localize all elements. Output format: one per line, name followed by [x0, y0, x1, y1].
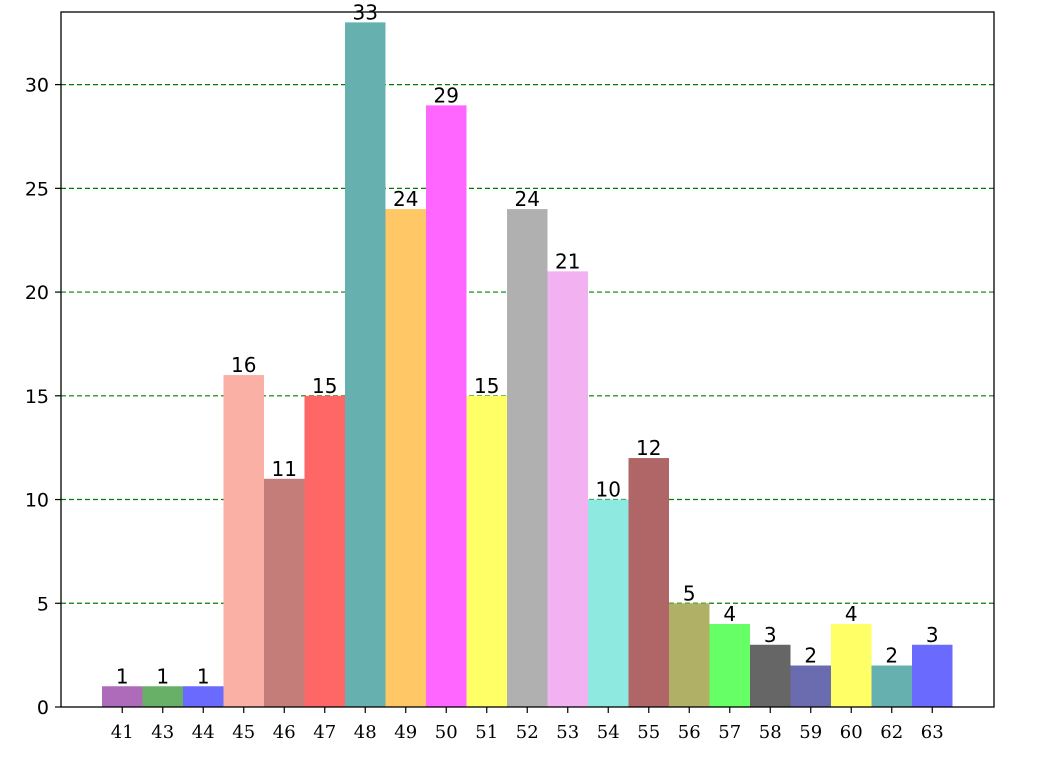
y-tick-label: 15: [25, 386, 49, 408]
y-tick-label: 0: [37, 697, 49, 719]
x-tick-label: 46: [273, 722, 296, 743]
bar: [183, 686, 224, 707]
x-tick-label: 41: [111, 722, 134, 743]
x-tick-label: 57: [718, 722, 741, 743]
y-tick-label: 10: [25, 490, 49, 512]
x-axis: 41 43 44 45 46 47 48 49 50 51 52 53 54 55 56 57 58 59 60 62…: [111, 707, 944, 743]
x-tick-label: 58: [759, 722, 782, 743]
y-tick-label: 30: [25, 75, 49, 97]
bar-value-label: 11: [272, 457, 297, 481]
bar: [223, 375, 264, 707]
bar-value-label: 4: [845, 602, 858, 626]
bar-value-label: 24: [515, 187, 540, 211]
x-tick-label: 43: [151, 722, 174, 743]
x-tick-label: 49: [394, 722, 417, 743]
bars: [102, 22, 953, 708]
x-tick-label: 50: [435, 722, 458, 743]
x-tick-label: 59: [799, 722, 822, 743]
bar: [507, 209, 548, 708]
x-tick-label: 55: [637, 722, 660, 743]
y-tick-label: 25: [25, 178, 49, 200]
x-tick-label: 63: [921, 722, 944, 743]
bar-value-label: 15: [312, 374, 337, 398]
x-tick-label: 44: [192, 722, 215, 743]
bar-value-label: 2: [885, 644, 898, 668]
bar-value-label: 29: [434, 83, 459, 107]
bar-value-label: 1: [197, 664, 210, 688]
bar-value-label: 3: [926, 623, 939, 647]
y-tick-label: 5: [37, 593, 49, 615]
bar: [304, 395, 345, 707]
x-tick-label: 56: [678, 722, 701, 743]
x-tick-label: 54: [597, 722, 620, 743]
bar: [871, 665, 912, 707]
bar: [466, 395, 507, 707]
bar: [547, 271, 588, 707]
bar: [142, 686, 183, 707]
x-tick-label: 47: [313, 722, 336, 743]
bar: [588, 499, 629, 707]
bar-value-label: 4: [723, 602, 736, 626]
bar: [264, 478, 305, 707]
x-tick-label: 52: [516, 722, 539, 743]
bar-value-label: 10: [596, 478, 621, 502]
y-axis: 0 5 10 15 20 25 30: [25, 75, 61, 719]
bar: [750, 644, 791, 707]
bar-value-label: 15: [474, 374, 499, 398]
bar: [102, 686, 143, 707]
bar: [345, 22, 386, 708]
y-tick-label: 20: [25, 282, 49, 304]
bar: [385, 209, 426, 708]
bar-value-label: 3: [764, 623, 777, 647]
bar: [790, 665, 831, 707]
x-tick-label: 60: [840, 722, 863, 743]
bar-value-label: 12: [636, 436, 661, 460]
bar: [912, 644, 953, 707]
bar-value-label: 5: [683, 581, 696, 605]
bar: [669, 603, 710, 707]
bar-value-label: 21: [555, 249, 580, 273]
bar-value-label: 24: [393, 187, 418, 211]
bar-value-label: 2: [804, 644, 817, 668]
bar: [628, 458, 669, 707]
bar-value-label: 16: [231, 353, 256, 377]
bar-value-label: 1: [116, 664, 129, 688]
x-tick-label: 53: [556, 722, 579, 743]
x-tick-label: 48: [354, 722, 377, 743]
x-tick-label: 62: [880, 722, 903, 743]
x-tick-label: 45: [232, 722, 255, 743]
bar: [709, 624, 750, 707]
bar: [831, 624, 872, 707]
bar: [426, 105, 467, 707]
x-tick-label: 51: [475, 722, 498, 743]
bar-value-label: 1: [156, 664, 169, 688]
